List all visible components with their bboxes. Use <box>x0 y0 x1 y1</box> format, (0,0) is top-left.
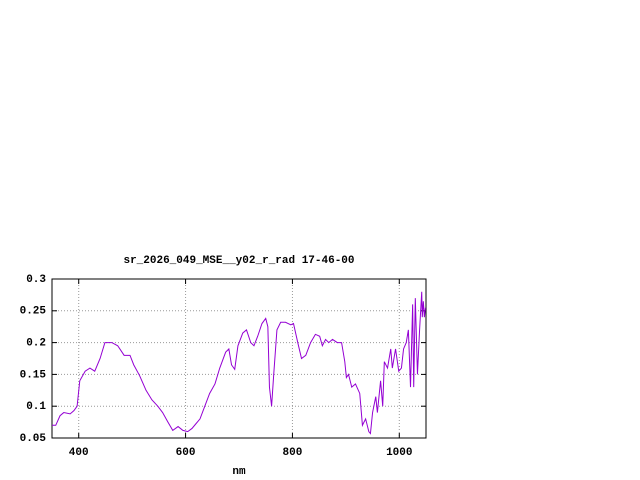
x-tick-label: 800 <box>283 447 303 459</box>
data-line <box>52 291 426 435</box>
x-tick-label: 1000 <box>386 447 412 459</box>
y-tick-label: 0.3 <box>26 274 46 286</box>
y-tick-label: 0.1 <box>26 401 46 413</box>
x-axis-label: nm <box>232 466 246 478</box>
x-tick-label: 400 <box>69 447 89 459</box>
y-tick-label: 0.2 <box>26 338 46 350</box>
y-tick-label: 0.25 <box>20 306 47 318</box>
y-tick-label: 0.05 <box>20 433 47 445</box>
y-tick-label: 0.15 <box>20 369 47 381</box>
chart-title: sr_2026_049_MSE__y02_r_rad 17-46-00 <box>123 255 354 267</box>
x-tick-label: 600 <box>176 447 196 459</box>
plot-border <box>51 278 427 439</box>
